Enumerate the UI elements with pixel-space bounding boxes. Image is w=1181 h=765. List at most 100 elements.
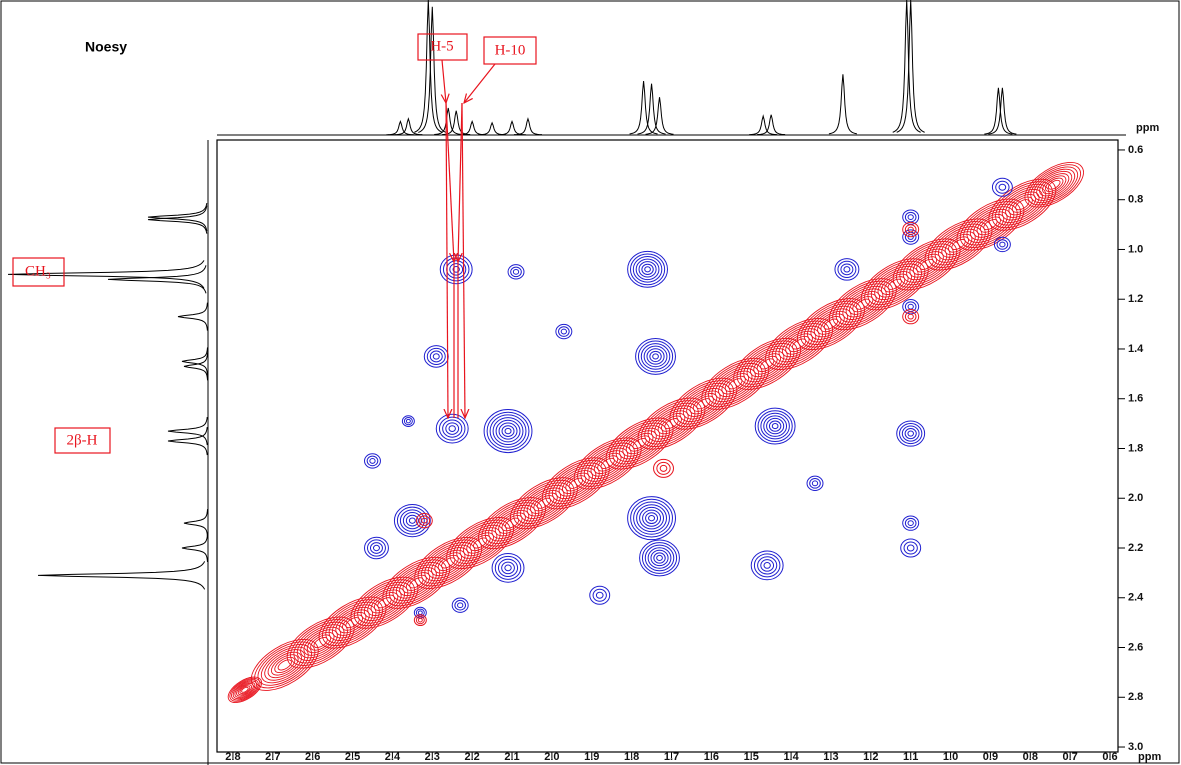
contour bbox=[652, 353, 659, 360]
y-tick-label: 1.6 bbox=[1128, 393, 1143, 405]
contour bbox=[650, 549, 669, 567]
contour bbox=[489, 414, 527, 448]
contour bbox=[423, 345, 449, 368]
annotation: CH₃ bbox=[25, 263, 51, 279]
cross-peak bbox=[754, 407, 796, 445]
contour bbox=[495, 419, 521, 443]
x-tick-label: 2.8 bbox=[225, 751, 240, 763]
contour bbox=[653, 458, 674, 478]
contour bbox=[629, 253, 666, 286]
contour bbox=[771, 423, 779, 430]
x-tick-label: 2.6 bbox=[305, 751, 320, 763]
arrow bbox=[445, 102, 454, 262]
contour bbox=[834, 258, 860, 281]
contour bbox=[653, 552, 666, 564]
contour bbox=[558, 326, 570, 337]
contour bbox=[899, 423, 923, 445]
contour bbox=[902, 221, 920, 238]
axes: 2.8 2.7 2.6 2.5 2.4 2.3 2.2 2.1 2.0 1.9 1.8 1.7 1.6 1… bbox=[225, 144, 1144, 763]
y-tick-label: 1.0 bbox=[1128, 243, 1143, 255]
cross-peak bbox=[627, 250, 668, 288]
contour bbox=[1047, 179, 1061, 190]
y-tick-label: 2.2 bbox=[1128, 542, 1143, 554]
contour bbox=[260, 646, 309, 684]
contour bbox=[760, 412, 790, 440]
projection-peak bbox=[181, 533, 208, 563]
contour bbox=[832, 280, 894, 328]
annotation: H-5 bbox=[430, 38, 453, 54]
contour bbox=[1033, 168, 1076, 201]
contour bbox=[589, 585, 611, 605]
contour bbox=[504, 427, 512, 435]
annotation: H-10 bbox=[495, 42, 526, 58]
y-tick-label: 1.8 bbox=[1128, 442, 1143, 454]
contour bbox=[637, 340, 674, 373]
contour bbox=[366, 455, 379, 467]
contour bbox=[486, 411, 530, 451]
y-tick-label: 1.4 bbox=[1128, 343, 1144, 355]
contour bbox=[704, 360, 766, 408]
contour bbox=[907, 303, 914, 310]
contour bbox=[902, 229, 920, 245]
contour bbox=[757, 410, 793, 442]
contour bbox=[766, 417, 785, 435]
contour bbox=[396, 506, 428, 535]
contour bbox=[267, 651, 302, 679]
x-tick-label: 1.3 bbox=[823, 751, 838, 763]
contour bbox=[372, 544, 380, 552]
contour bbox=[649, 350, 662, 363]
x-tick-label: 1.1 bbox=[903, 751, 918, 763]
cross-peak bbox=[589, 585, 611, 605]
arrow bbox=[442, 59, 446, 103]
contour bbox=[647, 547, 672, 569]
annotation: 2β-H bbox=[67, 432, 98, 448]
contour bbox=[439, 254, 473, 285]
contour bbox=[656, 554, 663, 562]
contour bbox=[237, 684, 253, 696]
contour bbox=[369, 458, 376, 464]
cross-peak bbox=[750, 550, 784, 581]
cross-peak bbox=[896, 420, 926, 447]
contour bbox=[241, 686, 249, 693]
contour bbox=[270, 654, 299, 676]
contour bbox=[907, 520, 914, 527]
cross-peak bbox=[902, 308, 920, 325]
contour bbox=[641, 263, 654, 275]
cross-peak bbox=[423, 345, 449, 368]
contour bbox=[322, 599, 384, 647]
contour bbox=[928, 221, 990, 268]
x-tick-label: 0.8 bbox=[1023, 751, 1038, 763]
diagonal-peak bbox=[250, 638, 319, 691]
x-tick-label: 2.2 bbox=[465, 751, 480, 763]
projection-peak bbox=[984, 87, 1013, 135]
y-tick-label: 2.0 bbox=[1128, 492, 1143, 504]
contour bbox=[757, 556, 778, 575]
contour bbox=[659, 464, 668, 472]
contour bbox=[907, 214, 914, 221]
contour bbox=[632, 256, 663, 283]
contour bbox=[639, 506, 665, 530]
contour bbox=[1005, 191, 1040, 218]
contour bbox=[454, 599, 467, 611]
projection-peak bbox=[107, 265, 207, 294]
projection-peak bbox=[513, 117, 542, 136]
contour bbox=[254, 641, 316, 689]
projection-peak bbox=[181, 347, 208, 376]
contour bbox=[290, 619, 352, 666]
contour bbox=[901, 425, 920, 442]
y-tick-label: 1.2 bbox=[1128, 293, 1143, 305]
contour bbox=[633, 501, 670, 535]
contour bbox=[415, 616, 425, 625]
label-box bbox=[12, 257, 65, 287]
cross-peak bbox=[415, 512, 433, 529]
contour bbox=[904, 428, 917, 440]
contour bbox=[417, 610, 423, 615]
contour bbox=[595, 591, 604, 599]
contour bbox=[418, 515, 431, 526]
arrow bbox=[458, 102, 462, 262]
annotations: H-5 H-10 CH₃ 2β-H bbox=[12, 33, 537, 454]
contour bbox=[760, 559, 775, 572]
contour bbox=[510, 266, 522, 278]
x-tick-label: 1.8 bbox=[624, 751, 639, 763]
